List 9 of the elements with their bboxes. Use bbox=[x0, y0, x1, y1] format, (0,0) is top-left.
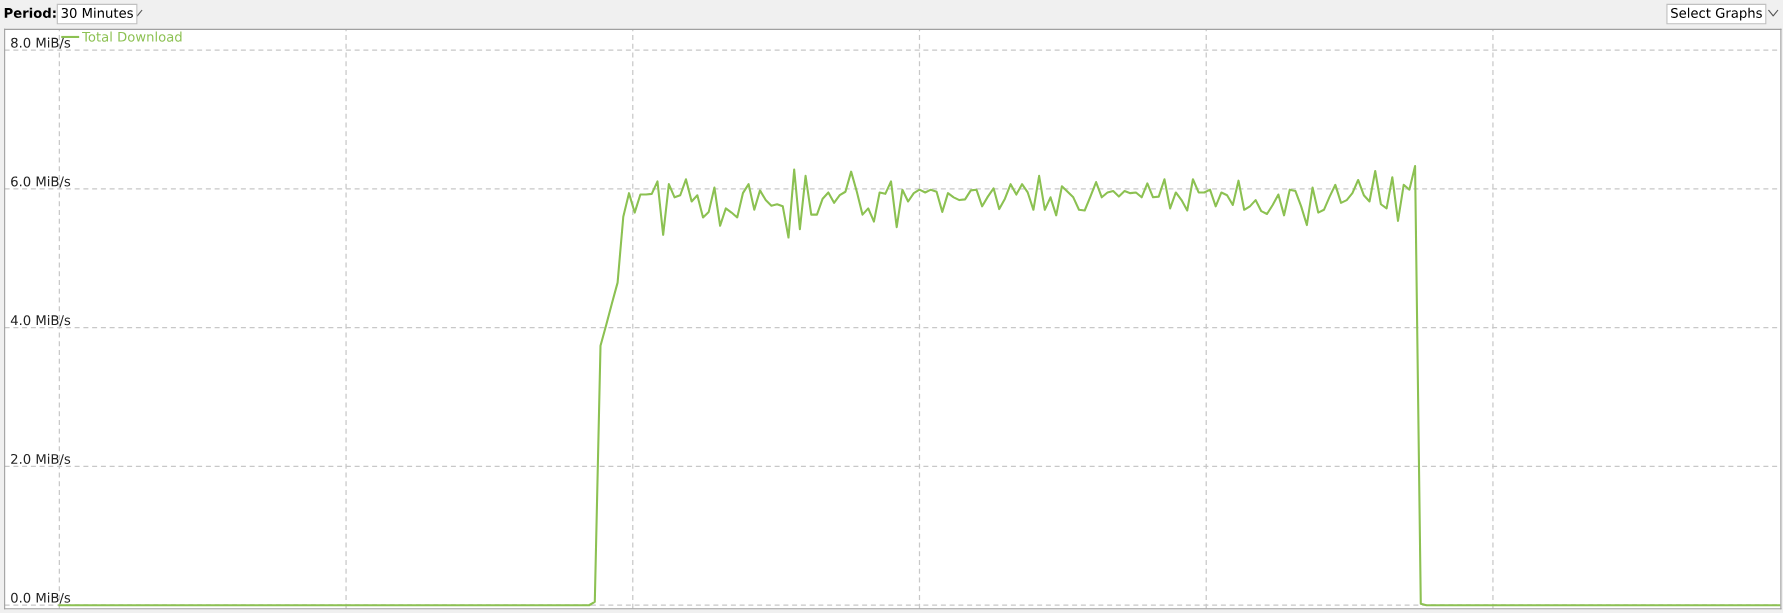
y-tick-label: 2.0 MiB/s bbox=[11, 453, 71, 465]
y-tick-label: 0.0 MiB/s bbox=[11, 592, 71, 604]
y-tick-label: 4.0 MiB/s bbox=[10, 314, 71, 327]
y-tick-label: 6.0 MiB/s bbox=[11, 176, 71, 188]
y-tick-label: 8.0 MiB/s bbox=[11, 37, 71, 49]
text: Select Graphs bbox=[1671, 7, 1762, 21]
legend-label: Total Download bbox=[82, 31, 182, 42]
text: 30 Minutes bbox=[61, 7, 133, 18]
text: Period: bbox=[4, 7, 56, 18]
